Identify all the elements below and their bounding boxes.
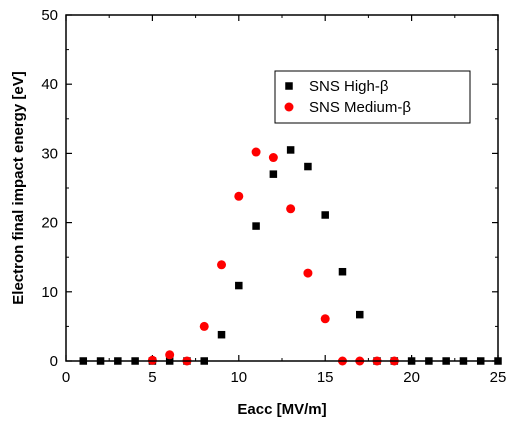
data-point-medium-beta bbox=[217, 260, 227, 270]
x-tick-label: 20 bbox=[403, 369, 420, 386]
data-point-high-beta bbox=[304, 162, 312, 171]
data-point-medium-beta bbox=[268, 153, 278, 163]
data-point-medium-beta bbox=[234, 191, 244, 201]
y-tick-label: 10 bbox=[41, 284, 58, 301]
data-point-high-beta bbox=[286, 146, 295, 154]
x-axis-title: Eacc [MV/m] bbox=[237, 401, 326, 418]
data-point-high-beta bbox=[235, 281, 243, 290]
y-tick-label: 30 bbox=[41, 145, 58, 162]
x-tick-label: 0 bbox=[62, 369, 70, 386]
y-tick-label: 20 bbox=[41, 215, 58, 232]
legend-box bbox=[274, 70, 471, 124]
legend: SNS High-β SNS Medium-β bbox=[274, 70, 471, 124]
x-tick-label: 15 bbox=[317, 369, 334, 386]
data-point-medium-beta bbox=[199, 321, 209, 331]
data-point-medium-beta bbox=[303, 268, 313, 278]
axis-ticks: 0 5 10 15 20 25 0 10 20 30 40 50 bbox=[41, 7, 506, 386]
plot-area-frame bbox=[65, 14, 499, 362]
legend-marker-circle bbox=[284, 102, 294, 112]
x-tick-label: 25 bbox=[490, 369, 507, 386]
data-point-medium-beta bbox=[286, 204, 296, 214]
data-point-high-beta bbox=[321, 211, 329, 219]
data-point-high-beta bbox=[252, 222, 260, 230]
data-point-medium-beta bbox=[165, 350, 175, 360]
legend-marker-square bbox=[285, 82, 293, 90]
data-point-high-beta bbox=[338, 267, 347, 276]
data-point-medium-beta bbox=[320, 314, 330, 324]
y-tick-label: 40 bbox=[41, 76, 58, 93]
y-tick-label: 0 bbox=[50, 353, 58, 370]
legend-entry-sns-medium-beta: SNS Medium-β bbox=[309, 99, 411, 116]
data-marks bbox=[79, 146, 502, 366]
data-point-high-beta bbox=[217, 330, 226, 339]
x-tick-label: 10 bbox=[230, 369, 247, 386]
legend-entry-sns-high-beta: SNS High-β bbox=[309, 78, 389, 95]
y-tick-label: 50 bbox=[41, 7, 58, 24]
data-point-medium-beta bbox=[251, 147, 261, 157]
data-point-high-beta bbox=[269, 170, 278, 178]
data-point-high-beta bbox=[356, 310, 364, 319]
x-tick-label: 5 bbox=[148, 369, 156, 386]
y-axis-title: Electron final impact energy [eV] bbox=[10, 71, 27, 304]
